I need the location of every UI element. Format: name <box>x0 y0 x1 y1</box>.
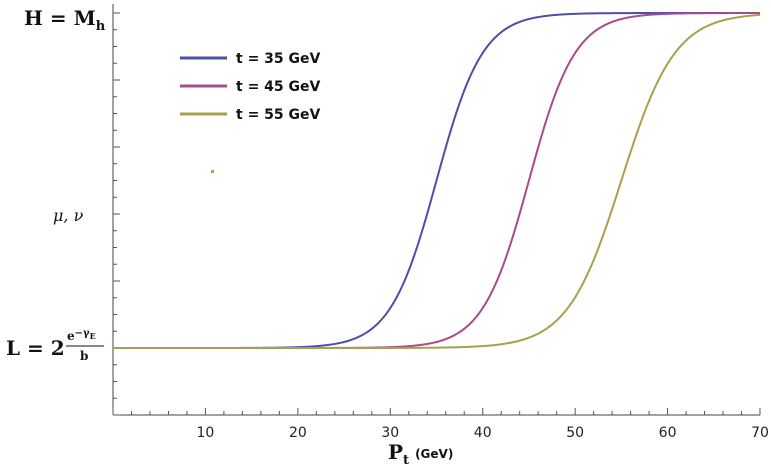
series-lines <box>113 12 761 349</box>
y-label-bottom-num-exp: −γ <box>75 328 90 339</box>
y-label-bottom-num-base: e <box>67 329 75 343</box>
legend-label-2: t = 45 GeV <box>236 79 321 95</box>
x-tick-label: 10 <box>197 425 215 441</box>
series-line-3 <box>113 13 761 349</box>
x-tick-label: 60 <box>659 425 677 441</box>
y-label-bottom: L = 2 e−γE b <box>6 328 104 363</box>
x-axis-title-main: P <box>388 440 403 464</box>
x-tick-label: 40 <box>474 425 492 441</box>
x-axis-title-unit: (GeV) <box>415 447 453 461</box>
y-label-bottom-main: L = 2 <box>6 336 65 360</box>
legend: t = 35 GeV t = 45 GeV t = 55 GeV <box>180 51 321 123</box>
x-tick-label: 70 <box>751 425 769 441</box>
x-tick-label: 50 <box>566 425 584 441</box>
y-label-mid: μ, ν <box>53 206 84 225</box>
y-label-top: H = Mh <box>24 6 106 34</box>
x-tick-label: 20 <box>289 425 307 441</box>
x-tick-label: 30 <box>381 425 399 441</box>
y-label-bottom-denominator: b <box>80 349 88 363</box>
y-ticks <box>113 12 120 416</box>
x-tick-labels: 10 20 30 40 50 60 70 <box>197 425 769 441</box>
series-line-1 <box>113 12 760 349</box>
x-ticks <box>112 408 761 415</box>
y-label-top-main: H = M <box>24 6 96 30</box>
legend-label-1: t = 35 GeV <box>236 51 321 67</box>
y-label-bottom-num-exp-sub: E <box>90 331 96 341</box>
y-label-bottom-numerator: e−γE <box>67 328 96 343</box>
x-axis-title-sub: t <box>403 453 409 466</box>
stray-dot <box>211 170 214 173</box>
x-axis-title: Pt (GeV) <box>388 440 453 466</box>
legend-label-3: t = 55 GeV <box>236 107 321 123</box>
y-label-top-sub: h <box>96 19 106 34</box>
